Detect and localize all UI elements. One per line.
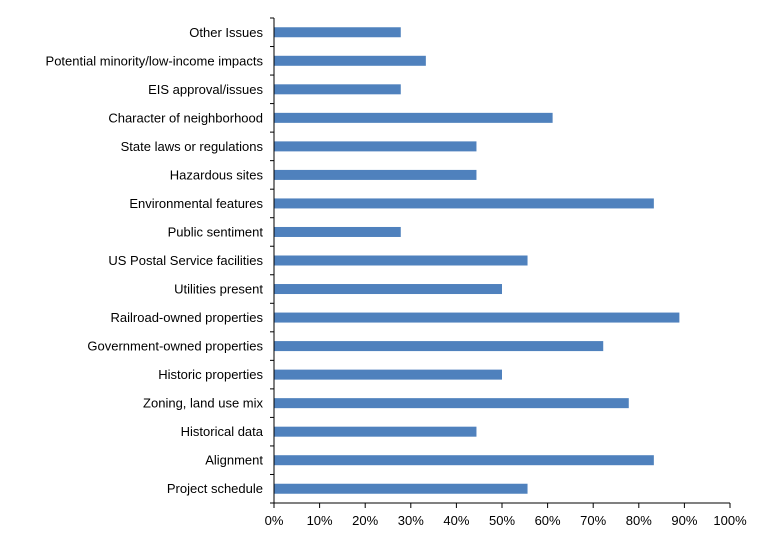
bar-environmental-features bbox=[274, 198, 654, 209]
bar-government-owned-properties bbox=[274, 341, 604, 352]
category-label: Other Issues bbox=[189, 25, 263, 40]
bar-other-issues bbox=[274, 27, 401, 38]
x-tick-label: 0% bbox=[265, 513, 284, 528]
x-tick-label: 30% bbox=[398, 513, 424, 528]
bar-public-sentiment bbox=[274, 226, 401, 237]
bar-eis-approval-issues bbox=[274, 84, 401, 95]
axes-layer bbox=[270, 17, 731, 508]
category-label: State laws or regulations bbox=[121, 139, 264, 154]
x-tick-label: 90% bbox=[671, 513, 697, 528]
bar-us-postal-service-facilities bbox=[274, 255, 528, 266]
category-label: Alignment bbox=[205, 453, 263, 468]
x-tick-label: 10% bbox=[307, 513, 333, 528]
category-label: Potential minority/low-income impacts bbox=[46, 53, 264, 68]
bar-utilities-present bbox=[274, 284, 502, 295]
bar-alignment bbox=[274, 455, 654, 466]
bar-state-laws-or-regulations bbox=[274, 141, 477, 152]
x-tick-label: 70% bbox=[580, 513, 606, 528]
x-tick-label: 20% bbox=[352, 513, 378, 528]
bar-character-of-neighborhood bbox=[274, 112, 553, 123]
bar-hazardous-sites bbox=[274, 169, 477, 180]
bar-potential-minority-low-income-impacts bbox=[274, 55, 426, 66]
x-tick-label: 50% bbox=[489, 513, 515, 528]
x-tick-label: 100% bbox=[713, 513, 747, 528]
x-tick-label: 60% bbox=[535, 513, 561, 528]
category-label: Government-owned properties bbox=[87, 339, 263, 354]
category-label: US Postal Service facilities bbox=[108, 253, 263, 268]
category-label: Zoning, land use mix bbox=[143, 396, 263, 411]
category-label: Character of neighborhood bbox=[108, 110, 263, 125]
bar-historical-data bbox=[274, 426, 477, 437]
category-label: Public sentiment bbox=[168, 224, 264, 239]
bar-historic-properties bbox=[274, 369, 502, 380]
category-label: Railroad-owned properties bbox=[111, 310, 264, 325]
category-label: Environmental features bbox=[129, 196, 263, 211]
bar-railroad-owned-properties bbox=[274, 312, 680, 323]
category-label: Historical data bbox=[181, 424, 264, 439]
category-label: Historic properties bbox=[158, 367, 263, 382]
bar-project-schedule bbox=[274, 483, 528, 494]
category-label: Hazardous sites bbox=[170, 167, 264, 182]
category-label: EIS approval/issues bbox=[148, 82, 263, 97]
bars-layer bbox=[274, 27, 680, 494]
labels-layer: Other Issues Potential minority/low-incom… bbox=[46, 25, 748, 528]
bar-zoning-land-use-mix bbox=[274, 398, 629, 409]
x-tick-label: 40% bbox=[443, 513, 469, 528]
x-tick-label: 80% bbox=[626, 513, 652, 528]
category-label: Utilities present bbox=[174, 282, 263, 297]
category-label: Project schedule bbox=[167, 481, 263, 496]
